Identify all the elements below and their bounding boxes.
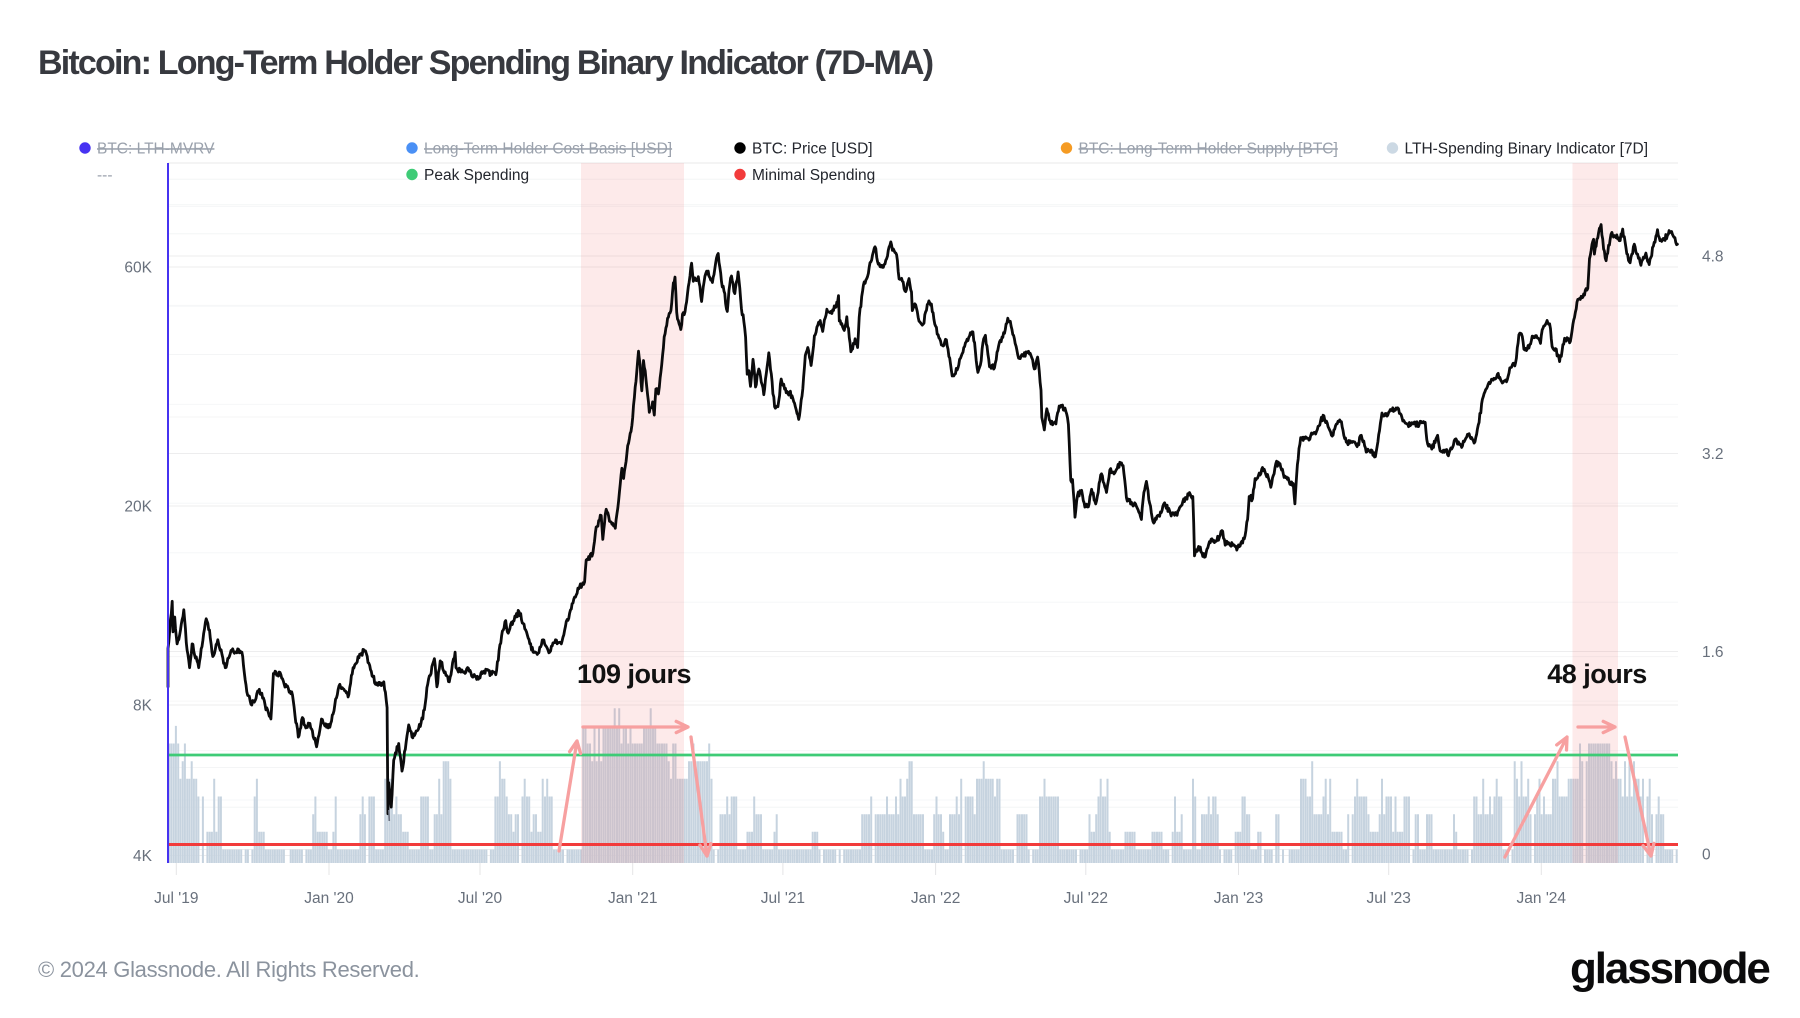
svg-text:4K: 4K xyxy=(133,848,153,865)
svg-text:Jul '19: Jul '19 xyxy=(154,890,198,907)
svg-text:8K: 8K xyxy=(133,698,153,715)
svg-text:Long-Term Holder Cost Basis [U: Long-Term Holder Cost Basis [USD] xyxy=(424,140,672,157)
svg-text:0: 0 xyxy=(1702,847,1711,864)
svg-text:Jan '21: Jan '21 xyxy=(608,890,658,907)
svg-text:Jul '22: Jul '22 xyxy=(1064,890,1108,907)
svg-text:Jul '23: Jul '23 xyxy=(1367,890,1411,907)
svg-text:Jan '20: Jan '20 xyxy=(304,890,354,907)
svg-text:LTH-Spending Binary Indicator: LTH-Spending Binary Indicator [7D] xyxy=(1405,140,1649,157)
svg-text:Jan '23: Jan '23 xyxy=(1214,890,1264,907)
svg-text:20K: 20K xyxy=(124,499,152,516)
svg-text:48 jours: 48 jours xyxy=(1547,659,1647,689)
svg-text:Jul '21: Jul '21 xyxy=(761,890,805,907)
svg-text:Jan '24: Jan '24 xyxy=(1517,890,1567,907)
svg-text:© 2024 Glassnode. All Rights R: © 2024 Glassnode. All Rights Reserved. xyxy=(38,957,419,982)
svg-text:BTC: Price [USD]: BTC: Price [USD] xyxy=(752,140,873,157)
svg-text:60K: 60K xyxy=(124,260,152,277)
svg-text:Jan '22: Jan '22 xyxy=(911,890,961,907)
svg-text:1.6: 1.6 xyxy=(1702,644,1724,661)
svg-text:glassnode: glassnode xyxy=(1570,944,1769,993)
svg-text:109 jours: 109 jours xyxy=(577,659,691,689)
svg-text:---: --- xyxy=(97,167,113,184)
svg-text:Peak Spending: Peak Spending xyxy=(424,167,529,184)
svg-text:BTC: LTH-MVRV: BTC: LTH-MVRV xyxy=(97,140,215,157)
svg-text:Jul '20: Jul '20 xyxy=(458,890,503,907)
svg-text:Minimal Spending: Minimal Spending xyxy=(752,167,875,184)
svg-text:Bitcoin: Long-Term Holder Spen: Bitcoin: Long-Term Holder Spending Binar… xyxy=(38,44,933,82)
svg-text:BTC: Long-Term Holder Supply [: BTC: Long-Term Holder Supply [BTC] xyxy=(1079,140,1338,157)
svg-text:4.8: 4.8 xyxy=(1702,249,1724,266)
svg-text:3.2: 3.2 xyxy=(1702,446,1724,463)
